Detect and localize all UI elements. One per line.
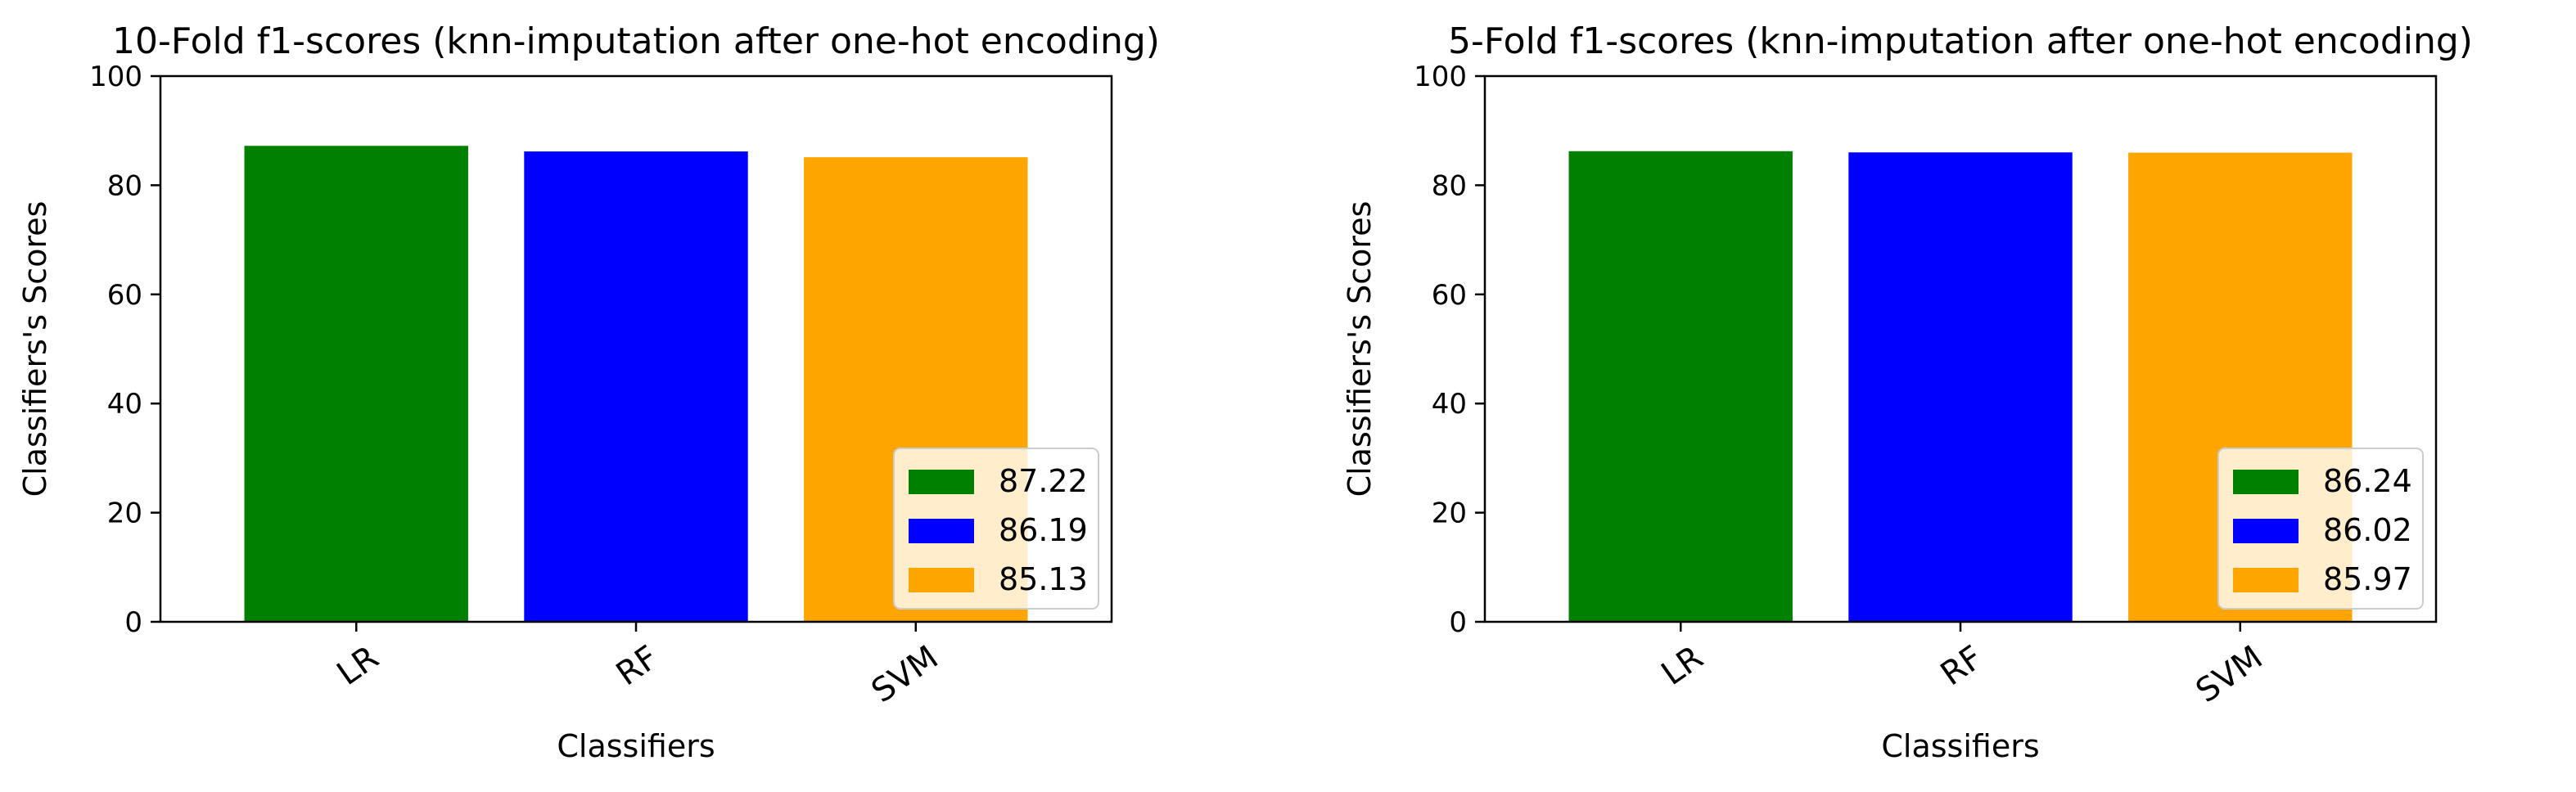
legend-label: 86.02 <box>2323 512 2412 548</box>
legend-swatch <box>909 519 974 543</box>
x-tick-label-lr: LR <box>331 639 386 693</box>
y-tick-label: 80 <box>1432 169 1467 202</box>
legend-swatch <box>909 470 974 494</box>
legend-label: 87.22 <box>999 463 1088 499</box>
y-tick-label: 40 <box>107 388 142 421</box>
y-axis-label: Classifiers's Scores <box>1342 201 1378 497</box>
legend-label: 85.13 <box>999 561 1088 597</box>
bar-lr <box>244 146 468 622</box>
x-axis-label: Classifiers <box>1881 728 2039 764</box>
y-tick-label: 20 <box>107 497 142 530</box>
y-tick-label: 100 <box>89 61 142 93</box>
legend-label: 86.24 <box>2323 463 2412 499</box>
y-tick-label: 40 <box>1432 388 1467 421</box>
legend-label: 86.19 <box>999 512 1088 548</box>
y-tick-label: 100 <box>1414 61 1467 93</box>
legend-swatch <box>2233 568 2299 592</box>
subplot-1: 0 20 40 60 80 100 LR RF SVM 10-Fold f1-scores (kn… <box>17 20 1160 764</box>
legend: 86.24 86.02 85.97 <box>2217 448 2424 610</box>
y-tick-label: 0 <box>1449 606 1467 639</box>
legend: 87.22 86.19 85.13 <box>893 448 1099 610</box>
x-tick-label-lr: LR <box>1655 639 1710 693</box>
y-tick-label: 60 <box>1432 279 1467 312</box>
bar-lr <box>1568 151 1793 623</box>
chart-title: 5-Fold f1-scores (knn-imputation after o… <box>1448 20 2473 62</box>
bar-rf <box>1848 152 2073 623</box>
legend-swatch <box>909 568 974 592</box>
y-tick-label: 0 <box>124 606 142 639</box>
x-tick-label-svm: SVM <box>2190 639 2270 711</box>
x-tick-label-svm: SVM <box>865 639 945 711</box>
y-axis-label: Classifiers's Scores <box>17 201 53 497</box>
chart-title: 10-Fold f1-scores (knn-imputation after … <box>112 20 1160 62</box>
y-tick-label: 60 <box>107 279 142 312</box>
y-tick-label: 20 <box>1432 497 1467 530</box>
subplot-2: 0 20 40 60 80 100 LR RF SVM 5-Fold f1-scores (knn… <box>1342 20 2473 764</box>
x-tick-label-rf: RF <box>1934 639 1990 694</box>
bar-rf <box>524 151 748 623</box>
legend-swatch <box>2233 519 2299 543</box>
x-tick-label-rf: RF <box>610 639 665 694</box>
legend-label: 85.97 <box>2323 561 2412 597</box>
x-axis-label: Classifiers <box>557 728 715 764</box>
legend-swatch <box>2233 470 2299 494</box>
y-tick-label: 80 <box>107 169 142 202</box>
